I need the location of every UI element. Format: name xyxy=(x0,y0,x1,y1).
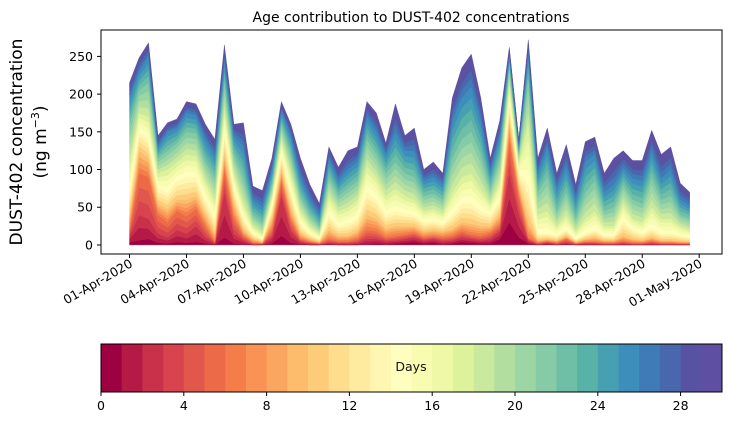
y-tick-label: 150 xyxy=(69,124,93,139)
colorbar-swatch xyxy=(701,344,723,392)
colorbar-swatch xyxy=(577,344,599,392)
colorbar-swatch xyxy=(639,344,661,392)
y-axis-unit-prefix: (ng m xyxy=(31,128,51,178)
colorbar-swatch xyxy=(101,344,123,392)
colorbar-tick-label: 24 xyxy=(590,398,606,413)
colorbar-swatch xyxy=(659,344,682,392)
colorbar-swatch xyxy=(370,344,392,392)
y-axis-label: DUST-402 concentration (ng m−3) xyxy=(7,39,51,246)
plot-frame xyxy=(100,29,723,255)
y-tick-label: 100 xyxy=(69,162,93,177)
x-axis: 01-Apr-202004-Apr-202007-Apr-202010-Apr-… xyxy=(61,254,705,310)
colorbar-label: Days xyxy=(395,359,426,374)
colorbar-swatch xyxy=(597,344,619,392)
y-tick-label: 200 xyxy=(69,87,93,102)
colorbar-swatch xyxy=(142,344,164,392)
colorbar-tick-label: 4 xyxy=(180,398,188,413)
y-tick-label: 0 xyxy=(85,237,93,252)
colorbar-swatch xyxy=(245,344,268,392)
colorbar-tick-label: 20 xyxy=(507,398,523,413)
colorbar-tick-label: 8 xyxy=(263,398,271,413)
colorbar-swatch xyxy=(618,344,640,392)
colorbar-swatch xyxy=(163,344,185,392)
colorbar-swatch xyxy=(121,344,143,392)
colorbar-swatch xyxy=(287,344,309,392)
y-axis-label-line2: (ng m−3) xyxy=(29,105,51,178)
colorbar-frame xyxy=(100,343,723,393)
colorbar-swatch xyxy=(328,344,350,392)
colorbar-swatch xyxy=(204,344,226,392)
colorbar: 0 4 8 12 16 20 24 28 xyxy=(97,343,723,413)
age-contribution-areas xyxy=(129,39,690,246)
y-tick-label: 250 xyxy=(69,49,93,64)
colorbar-swatch xyxy=(452,344,475,392)
colorbar-swatch xyxy=(535,344,557,392)
colorbar-swatch xyxy=(494,344,516,392)
colorbar-swatch xyxy=(515,344,537,392)
colorbar-tick-label: 28 xyxy=(673,398,689,413)
colorbar-swatch xyxy=(225,344,247,392)
y-axis-unit-suffix: ) xyxy=(31,105,51,112)
colorbar-tick-label: 0 xyxy=(97,398,105,413)
colorbar-swatch xyxy=(473,344,495,392)
colorbar-swatch xyxy=(390,344,412,392)
colorbar-swatch xyxy=(308,344,330,392)
colorbar-swatch xyxy=(432,344,454,392)
y-axis-label-line1: DUST-402 concentration xyxy=(7,39,27,246)
colorbar-tick-label: 16 xyxy=(424,398,440,413)
colorbar-swatch xyxy=(266,344,288,392)
y-axis: 0 50 100 150 200 250 xyxy=(69,49,101,252)
age-layer-29-30-days xyxy=(129,39,690,207)
colorbar-swatch xyxy=(349,344,371,392)
y-axis-unit-exponent: −3 xyxy=(29,112,42,128)
chart-title: Age contribution to DUST-402 concentrati… xyxy=(253,10,570,26)
colorbar-swatch xyxy=(556,344,578,392)
colorbar-swatch xyxy=(680,344,702,392)
colorbar-swatch xyxy=(411,344,433,392)
colorbar-swatch xyxy=(183,344,205,392)
y-tick-label: 50 xyxy=(77,200,93,215)
colorbar-tick-label: 12 xyxy=(341,398,357,413)
